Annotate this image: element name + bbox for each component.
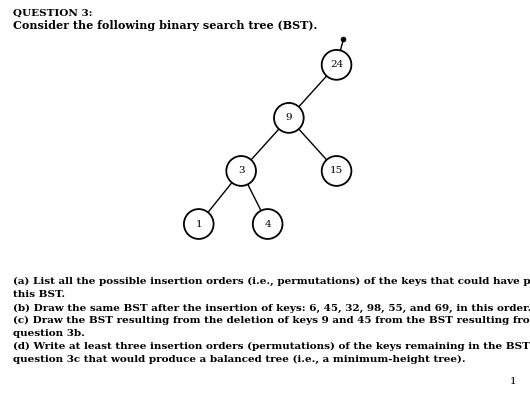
Ellipse shape: [274, 103, 304, 133]
Text: Consider the following binary search tree (BST).: Consider the following binary search tre…: [13, 20, 317, 31]
Text: (d) Write at least three insertion orders (permutations) of the keys remaining i: (d) Write at least three insertion order…: [13, 342, 530, 351]
Text: 9: 9: [286, 114, 292, 122]
Text: 1: 1: [196, 220, 202, 228]
Ellipse shape: [322, 156, 351, 186]
Text: 3: 3: [238, 167, 244, 175]
Ellipse shape: [226, 156, 256, 186]
Ellipse shape: [322, 50, 351, 80]
Text: question 3c that would produce a balanced tree (i.e., a minimum-height tree).: question 3c that would produce a balance…: [13, 354, 466, 364]
Text: (c) Draw the BST resulting from the deletion of keys 9 and 45 from the BST resul: (c) Draw the BST resulting from the dele…: [13, 316, 530, 325]
Text: 24: 24: [330, 61, 343, 69]
Text: question 3b.: question 3b.: [13, 329, 85, 338]
Text: (a) List all the possible insertion orders (i.e., permutations) of the keys that: (a) List all the possible insertion orde…: [13, 277, 530, 286]
Text: 15: 15: [330, 167, 343, 175]
Text: (b) Draw the same BST after the insertion of keys: 6, 45, 32, 98, 55, and 69, in: (b) Draw the same BST after the insertio…: [13, 303, 530, 312]
Text: 1: 1: [510, 377, 517, 386]
Text: this BST.: this BST.: [13, 290, 65, 299]
Ellipse shape: [253, 209, 282, 239]
Ellipse shape: [184, 209, 214, 239]
Text: 4: 4: [264, 220, 271, 228]
Text: QUESTION 3:: QUESTION 3:: [13, 9, 93, 18]
